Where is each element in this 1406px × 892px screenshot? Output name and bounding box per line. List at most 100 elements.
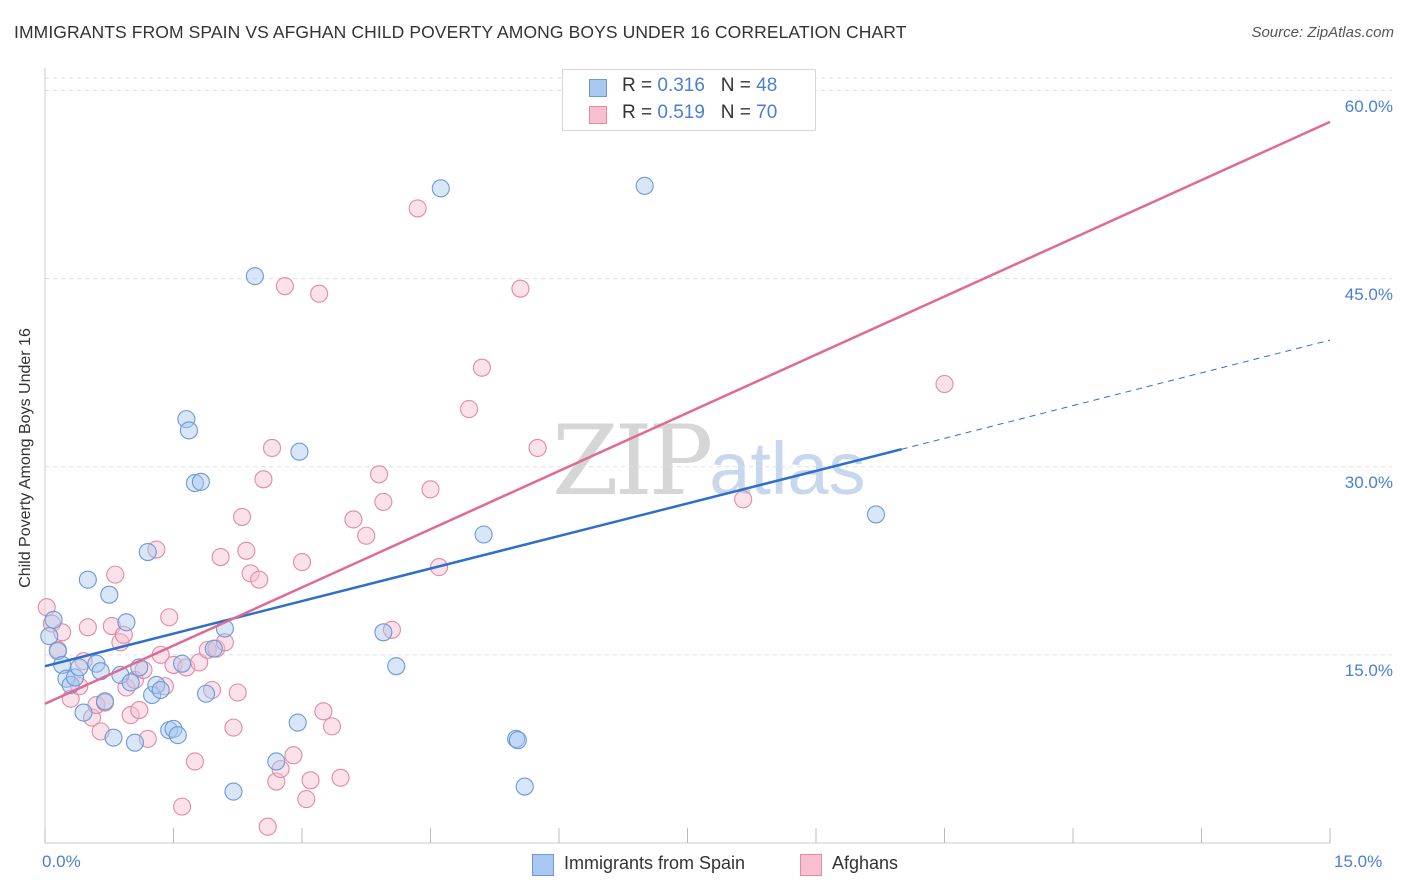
spain-point <box>431 179 450 198</box>
spain-point <box>267 752 286 771</box>
spain-point <box>179 421 198 440</box>
afghan-point <box>310 284 329 303</box>
legend-text-afghans: R = 0.519 N = 70 <box>622 102 777 124</box>
afghan-point <box>237 541 256 560</box>
spain-point <box>191 472 210 491</box>
x-tick-label-min: 0.0% <box>42 852 81 871</box>
legend-r-value: 0.519 <box>657 102 705 123</box>
afghan-point <box>211 548 230 567</box>
afghan-trendline <box>44 120 1331 705</box>
spain-point <box>95 692 115 711</box>
spain-point <box>104 728 123 747</box>
afghan-point <box>160 608 179 627</box>
spain-point <box>74 703 93 722</box>
afghan-point <box>408 199 427 218</box>
afghan-point <box>314 702 333 721</box>
spain-point <box>168 726 187 745</box>
afghan-point <box>344 510 363 529</box>
spain-point <box>387 657 406 676</box>
afghan-point <box>292 553 312 572</box>
series-label-afghans: Afghans <box>832 853 899 873</box>
y-tick-label: 15.0% <box>1344 660 1393 680</box>
afghan-point <box>258 817 277 836</box>
spain-point <box>635 176 654 195</box>
afghan-point <box>262 438 282 458</box>
spain-point <box>290 442 309 461</box>
x-tick-label-max: 15.0% <box>1334 852 1383 871</box>
spain-point <box>197 684 216 703</box>
stats-legend: R = 0.316 N = 48 R = 0.519 N = 70 <box>562 69 816 131</box>
spain-point <box>40 627 59 646</box>
afghan-point <box>284 746 303 765</box>
spain-point <box>474 525 493 544</box>
afghan-point <box>528 438 547 458</box>
legend-n-label: N = <box>720 102 757 123</box>
chart-title: IMMIGRANTS FROM SPAIN VS AFGHAN CHILD PO… <box>14 22 907 42</box>
spain-point <box>48 642 67 661</box>
afghan-point <box>228 683 247 702</box>
afghan-point <box>331 768 350 787</box>
afghan-point <box>275 277 294 296</box>
chart-source: Source: ZipAtlas.com <box>1251 24 1394 41</box>
spain-point <box>173 654 192 673</box>
spain-point <box>288 713 307 732</box>
afghan-point <box>301 771 320 790</box>
y-tick-label: 60.0% <box>1344 96 1393 116</box>
afghan-point <box>370 465 389 484</box>
spain-point <box>245 267 264 286</box>
spain-point <box>866 505 886 524</box>
spain-point <box>185 474 204 493</box>
spain-point <box>508 731 527 750</box>
afghan-point <box>357 526 376 545</box>
spain-point <box>204 639 223 658</box>
afghan-point <box>374 492 393 511</box>
legend-n-value: 48 <box>756 75 778 96</box>
spain-point <box>224 782 243 801</box>
series-swatch-spain <box>532 854 554 876</box>
afghan-point <box>421 480 440 499</box>
afghan-point <box>511 279 530 298</box>
spain-point <box>151 680 170 700</box>
spain-point <box>143 685 162 705</box>
afghan-point <box>322 717 342 736</box>
spain-trendline <box>44 448 902 668</box>
spain-point <box>117 613 136 632</box>
spain-point <box>177 410 196 429</box>
spain-point <box>78 570 97 589</box>
afghan-point <box>459 400 479 419</box>
spain-point <box>374 623 393 642</box>
series-label-spain: Immigrants from Spain <box>564 853 746 873</box>
afghan-point <box>185 752 204 771</box>
legend-swatch-afghans <box>589 106 607 124</box>
legend-r-label: R = <box>622 75 658 96</box>
spain-point <box>125 733 144 752</box>
spain-point <box>121 673 140 692</box>
y-tick-label: 30.0% <box>1344 472 1393 492</box>
afghan-point <box>106 565 125 584</box>
afghan-point <box>130 701 149 720</box>
spain-point <box>138 542 157 562</box>
afghan-point <box>78 618 97 637</box>
spain-point <box>65 668 85 687</box>
spain-point <box>100 585 119 604</box>
afghan-point <box>173 797 192 816</box>
afghan-point <box>250 570 269 589</box>
legend-text-spain: R = 0.316 N = 48 <box>622 75 777 97</box>
legend-n-label: N = <box>720 75 757 96</box>
spain-point <box>70 658 89 677</box>
spain-point <box>44 610 63 629</box>
spain-trendline-extension <box>901 339 1331 450</box>
y-tick-label: 45.0% <box>1344 284 1393 304</box>
legend-r-value: 0.316 <box>657 75 705 96</box>
afghan-point <box>472 358 491 377</box>
legend-swatch-spain <box>589 79 607 97</box>
afghan-point <box>232 507 252 526</box>
afghan-point <box>297 790 316 809</box>
spain-point <box>515 777 534 796</box>
series-swatch-afghans <box>800 854 822 876</box>
legend-n-value: 70 <box>756 102 778 123</box>
afghan-point <box>215 633 234 652</box>
afghan-point <box>224 718 243 737</box>
afghan-point <box>935 374 954 394</box>
afghan-point <box>121 706 140 725</box>
